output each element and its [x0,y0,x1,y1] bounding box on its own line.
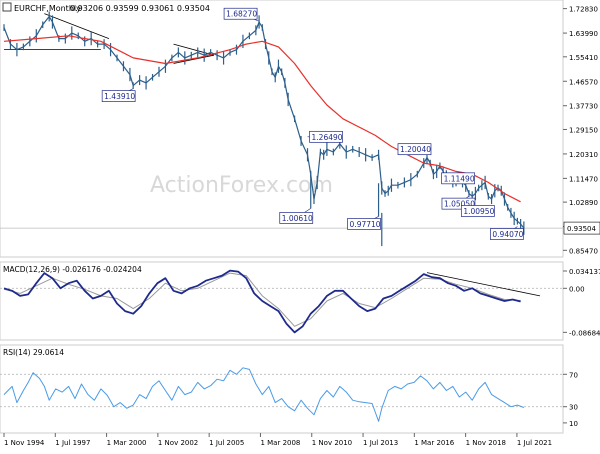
rsi-y-tick-label: 70 [569,371,578,379]
rsi-y-tick-label: 30 [569,404,578,412]
annotation-label: 1.00610 [282,214,313,223]
price-y-tick-label: 1.20310 [569,151,598,159]
price-trendline [173,54,214,64]
rsi-grid [0,373,563,408]
rsi-panel: 70 30 10 RSI(14) 29.0614 [0,344,578,434]
price-y-tick-label: 1.46570 [569,78,598,86]
x-tick-label: 1 Jul 2021 [517,439,552,447]
price-line [3,15,525,229]
price-annotations: 1.68270 1.43910 1.26490 1.00610 0.97710 1.200… [101,7,524,240]
price-y-tick-label: 1.11470 [569,175,598,183]
x-tick-label: 1 Nov 2018 [466,439,506,447]
macd-panel: 0.034137 0.00 -0.086849 MACD(12,26,9) -0.0… [0,261,600,341]
symbol-box-icon [2,2,12,12]
macd-trendlines [426,272,541,297]
x-tick-label: 1 Nov 2010 [312,439,352,447]
rsi-y-tick-label: 10 [569,420,578,428]
price-panel-frame [0,0,564,258]
price-trendline [44,13,110,39]
price-y-tick-label: 1.72830 [569,6,598,14]
annotation-box [441,172,475,185]
rsi-series [3,367,525,422]
rsi-y-axis: 70 30 10 [563,371,578,428]
macd-y-axis: 0.034137 0.00 -0.086849 [563,268,600,337]
annotation-label: 1.20040 [400,145,431,154]
x-tick-label: 1 Jul 1997 [55,439,90,447]
price-y-tick-label: 0.85470 [569,247,598,255]
ohlc-values: 0.93206 0.93599 0.93061 0.93504 [70,4,210,13]
x-tick-label: 1 Jul 2013 [363,439,398,447]
x-axis: 1 Nov 1994 1 Jul 1997 1 Mar 2000 1 Nov 2002… [3,433,552,447]
symbol-label: EURCHF,Monthly [14,4,81,13]
macd-y-tick-label: 0.00 [569,285,585,293]
price-y-tick-label: 1.37730 [569,103,598,111]
current-price-label: 0.93504 [567,225,596,233]
annotation-label: 1.26490 [312,133,343,142]
rsi-panel-frame [0,344,564,434]
annotation-label: 0.97710 [350,220,381,229]
annotation-box [397,143,432,156]
annotation-box [460,205,495,217]
macd-trendline [426,272,541,297]
price-series [3,11,525,247]
macd-series [3,269,521,334]
price-y-tick-label: 1.55410 [569,54,598,62]
price-y-tick-label: 1.63990 [569,30,598,38]
current-price-box [563,221,600,235]
price-trendlines [4,13,214,64]
x-tick-label: 1 Mar 2000 [107,439,147,447]
annotation-label: 1.00950 [463,207,494,216]
x-tick-label: 1 Jul 2005 [209,439,244,447]
annotation-label: 0.94070 [492,230,523,239]
x-tick-label: 1 Mar 2008 [260,439,300,447]
price-y-tick-label: 1.29150 [569,126,598,134]
x-tick-label: 1 Nov 1994 [4,439,45,447]
macd-panel-frame [0,261,564,341]
price-y-axis: 1.72830 1.63990 1.55410 1.46570 1.37730 1.291… [563,6,600,255]
annotation-box [347,218,381,230]
macd-y-tick-label: -0.086849 [569,329,600,337]
macd-line [3,269,521,334]
price-panel: ActionForex.com 1.68270 1.43910 1.26490 1.0… [0,0,600,258]
x-tick-label: 1 Nov 2002 [158,439,198,447]
symbol-header: EURCHF,Monthly 0.93206 0.93599 0.93061 0… [2,2,210,13]
annotation-box [309,130,343,143]
annotation-box [490,228,524,240]
macd-signal-line [3,272,521,327]
rsi-line [3,367,525,422]
annotation-box [223,7,258,20]
annotation-label: 1.43910 [104,92,135,101]
macd-y-tick-label: 0.034137 [569,268,600,276]
annotation-label: 1.05050 [444,200,475,209]
x-tick-label: 1 Mar 2016 [414,439,454,447]
moving-average-line [3,35,521,203]
annotation-box [101,90,136,102]
watermark: ActionForex.com [150,173,333,198]
macd-label: MACD(12,26,9) -0.026176 -0.024204 [3,265,142,274]
annotation-box [279,212,314,224]
rsi-label: RSI(14) 29.0614 [3,348,64,357]
annotation-label: 1.11490 [444,174,475,183]
annotation-label: 1.68270 [226,10,257,19]
price-y-tick-label: 1.02890 [569,199,598,207]
annotation-box [441,197,476,210]
